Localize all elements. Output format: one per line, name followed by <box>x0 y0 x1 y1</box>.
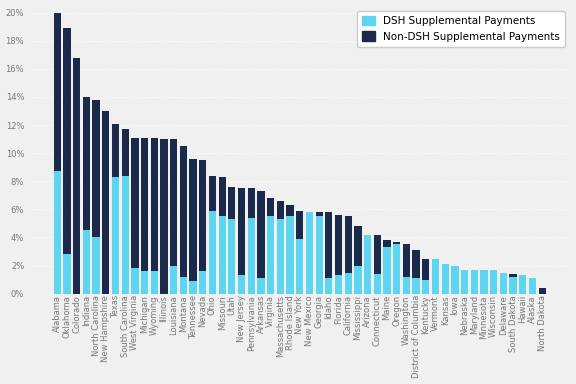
Bar <box>63 254 71 294</box>
Bar <box>180 146 187 277</box>
Bar <box>190 159 196 281</box>
Bar <box>122 175 129 294</box>
Bar <box>529 278 536 294</box>
Bar <box>296 239 304 294</box>
Bar <box>490 270 497 294</box>
Bar <box>393 242 400 245</box>
Bar <box>228 187 236 219</box>
Bar <box>461 270 468 294</box>
Bar <box>306 212 313 294</box>
Bar <box>422 280 430 294</box>
Bar <box>209 175 216 211</box>
Bar <box>316 212 323 216</box>
Bar <box>131 268 138 294</box>
Bar <box>422 258 430 280</box>
Bar <box>141 138 148 271</box>
Bar <box>102 111 109 294</box>
Bar <box>151 271 158 294</box>
Legend: DSH Supplemental Payments, Non-DSH Supplemental Payments: DSH Supplemental Payments, Non-DSH Suppl… <box>357 11 565 47</box>
Bar <box>296 211 304 239</box>
Bar <box>480 270 488 294</box>
Bar <box>160 139 168 294</box>
Bar <box>519 275 526 294</box>
Bar <box>412 278 420 294</box>
Bar <box>248 218 255 294</box>
Bar <box>180 277 187 294</box>
Bar <box>539 288 546 294</box>
Bar <box>316 216 323 294</box>
Bar <box>325 212 332 278</box>
Bar <box>218 216 226 294</box>
Bar <box>276 219 284 294</box>
Bar <box>286 205 294 216</box>
Bar <box>276 201 284 219</box>
Bar <box>286 216 294 294</box>
Bar <box>325 278 332 294</box>
Bar <box>238 188 245 275</box>
Bar <box>364 235 372 294</box>
Bar <box>92 100 100 237</box>
Bar <box>54 171 61 294</box>
Bar <box>267 216 274 294</box>
Bar <box>384 247 391 294</box>
Bar <box>403 245 410 277</box>
Bar <box>335 275 342 294</box>
Bar <box>170 139 177 266</box>
Bar <box>83 230 90 294</box>
Bar <box>500 273 507 294</box>
Bar <box>344 273 352 294</box>
Bar <box>131 138 138 268</box>
Bar <box>432 258 439 294</box>
Bar <box>412 250 420 278</box>
Bar <box>199 160 206 271</box>
Bar <box>199 271 206 294</box>
Bar <box>471 270 478 294</box>
Bar <box>228 219 236 294</box>
Bar <box>151 138 158 271</box>
Bar <box>335 215 342 275</box>
Bar <box>374 274 381 294</box>
Bar <box>451 266 458 294</box>
Bar <box>384 240 391 247</box>
Bar <box>509 274 517 277</box>
Bar <box>238 275 245 294</box>
Bar <box>267 198 274 216</box>
Bar <box>141 271 148 294</box>
Bar <box>83 97 90 230</box>
Bar <box>73 58 80 294</box>
Bar <box>92 237 100 294</box>
Bar <box>509 277 517 294</box>
Bar <box>257 278 264 294</box>
Bar <box>393 245 400 294</box>
Bar <box>63 28 71 254</box>
Bar <box>248 188 255 218</box>
Bar <box>112 124 119 177</box>
Bar <box>354 266 362 294</box>
Bar <box>112 177 119 294</box>
Bar <box>170 266 177 294</box>
Bar <box>209 211 216 294</box>
Bar <box>218 177 226 216</box>
Bar <box>374 235 381 274</box>
Bar <box>122 129 129 175</box>
Bar <box>403 277 410 294</box>
Bar <box>257 191 264 278</box>
Bar <box>344 216 352 273</box>
Bar <box>442 264 449 294</box>
Bar <box>190 281 196 294</box>
Bar <box>354 226 362 266</box>
Bar <box>54 13 61 171</box>
